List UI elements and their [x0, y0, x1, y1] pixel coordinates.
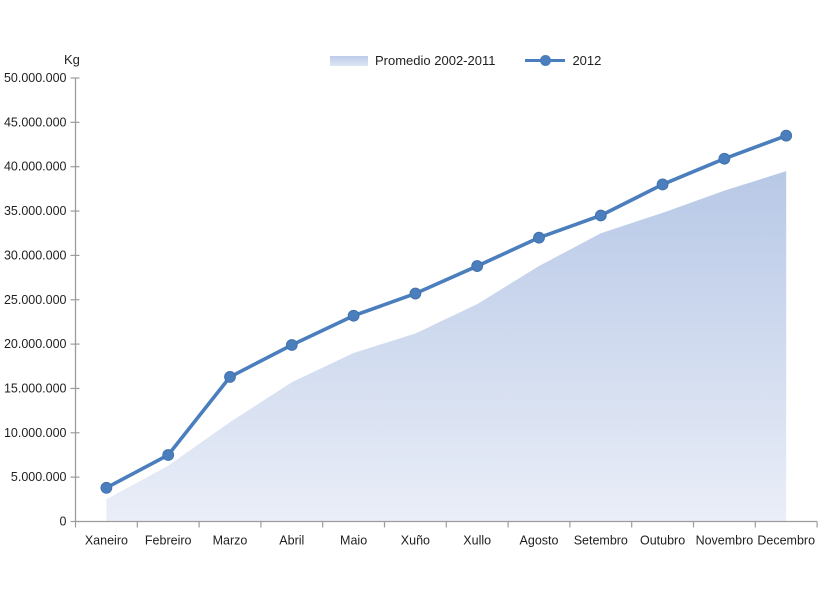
- y-tick-label: 0: [60, 515, 67, 529]
- legend-item-promedio: Promedio 2002-2011: [330, 53, 495, 68]
- y-tick-label: 5.000.000: [11, 470, 67, 484]
- x-category-label: Xuño: [401, 534, 430, 548]
- x-category-label: Abril: [279, 534, 304, 548]
- data-point-marker: [347, 309, 360, 322]
- y-axis-unit-label: Kg: [64, 52, 80, 67]
- data-point-marker: [656, 178, 669, 191]
- line-swatch-icon: [525, 55, 566, 66]
- x-category-label: Decembro: [757, 534, 815, 548]
- y-tick-label: 35.000.000: [4, 204, 67, 218]
- chart-legend: Promedio 2002-2011 2012: [330, 53, 601, 68]
- line-series: [104, 133, 789, 490]
- data-point-marker: [718, 152, 731, 165]
- data-point-marker: [162, 449, 175, 461]
- x-category-label: Marzo: [213, 534, 248, 548]
- line-swatch-dot: [540, 55, 552, 66]
- y-tick-label: 30.000.000: [4, 248, 67, 262]
- data-point-marker: [471, 260, 484, 272]
- y-tick-label: 45.000.000: [4, 115, 67, 129]
- y-tick-label: 40.000.000: [4, 160, 67, 174]
- x-category-label: Maio: [340, 534, 367, 548]
- data-point-marker: [409, 287, 422, 300]
- data-point-marker: [533, 231, 545, 244]
- legend-label-promedio: Promedio 2002-2011: [375, 53, 496, 68]
- area-swatch-icon: [330, 55, 368, 66]
- y-tick-label: 25.000.000: [4, 293, 67, 307]
- x-category-label: Xaneiro: [85, 534, 128, 548]
- data-point-marker: [594, 209, 607, 222]
- x-category-label: Febreiro: [145, 534, 192, 548]
- x-category-label: Setembro: [574, 534, 628, 548]
- data-point-marker: [780, 129, 793, 142]
- y-tick-label: 20.000.000: [4, 337, 67, 351]
- x-category-label: Agosto: [520, 534, 559, 548]
- data-point-marker: [100, 481, 113, 494]
- y-tick-label: 10.000.000: [4, 426, 67, 440]
- legend-label-2012: 2012: [572, 53, 602, 68]
- data-point-marker: [285, 339, 298, 351]
- data-point-marker: [224, 371, 236, 383]
- legend-item-2012: 2012: [525, 53, 601, 68]
- area-series: [106, 171, 787, 522]
- x-category-label: Outubro: [640, 534, 685, 548]
- x-category-label: Xullo: [463, 534, 491, 548]
- y-tick-label: 15.000.000: [4, 381, 67, 395]
- x-category-label: Novembro: [696, 534, 754, 548]
- y-tick-label: 50.000.000: [4, 71, 67, 85]
